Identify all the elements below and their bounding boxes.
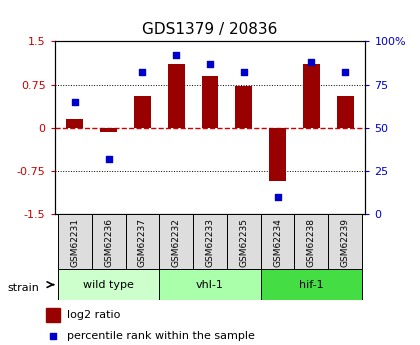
- FancyBboxPatch shape: [328, 214, 362, 269]
- Text: GSM62236: GSM62236: [104, 218, 113, 267]
- Point: [207, 61, 213, 67]
- Point: [342, 70, 349, 75]
- Text: percentile rank within the sample: percentile rank within the sample: [67, 331, 255, 341]
- Bar: [303, 65, 320, 128]
- FancyBboxPatch shape: [58, 269, 159, 300]
- Bar: [168, 65, 185, 128]
- Bar: [202, 76, 218, 128]
- Text: GSM62235: GSM62235: [239, 218, 248, 267]
- Text: GSM62232: GSM62232: [172, 218, 181, 267]
- FancyBboxPatch shape: [261, 214, 294, 269]
- Point: [139, 70, 146, 75]
- Bar: [66, 119, 83, 128]
- FancyBboxPatch shape: [193, 214, 227, 269]
- FancyBboxPatch shape: [294, 214, 328, 269]
- Text: GSM62231: GSM62231: [71, 218, 79, 267]
- FancyBboxPatch shape: [227, 214, 261, 269]
- Text: GSM62238: GSM62238: [307, 218, 316, 267]
- Bar: [235, 86, 252, 128]
- Bar: [46, 308, 60, 322]
- Title: GDS1379 / 20836: GDS1379 / 20836: [142, 22, 278, 38]
- Point: [315, 239, 321, 244]
- Text: hif-1: hif-1: [299, 280, 324, 289]
- FancyBboxPatch shape: [126, 214, 159, 269]
- Point: [274, 194, 281, 199]
- Text: strain: strain: [8, 283, 39, 293]
- Text: wild type: wild type: [83, 280, 134, 289]
- Bar: [134, 96, 151, 128]
- Point: [308, 59, 315, 65]
- Bar: [269, 128, 286, 181]
- FancyBboxPatch shape: [159, 214, 193, 269]
- Text: vhl-1: vhl-1: [196, 280, 224, 289]
- Point: [105, 156, 112, 161]
- Text: GSM62234: GSM62234: [273, 218, 282, 267]
- FancyBboxPatch shape: [159, 269, 261, 300]
- Text: GSM62239: GSM62239: [341, 218, 349, 267]
- Bar: [337, 96, 354, 128]
- FancyBboxPatch shape: [58, 214, 92, 269]
- Text: log2 ratio: log2 ratio: [67, 310, 121, 320]
- FancyBboxPatch shape: [261, 269, 362, 300]
- FancyBboxPatch shape: [92, 214, 126, 269]
- Point: [173, 52, 180, 58]
- Point: [240, 70, 247, 75]
- Point: [71, 99, 78, 105]
- Bar: [100, 128, 117, 132]
- Text: GSM62237: GSM62237: [138, 218, 147, 267]
- Text: GSM62233: GSM62233: [205, 218, 215, 267]
